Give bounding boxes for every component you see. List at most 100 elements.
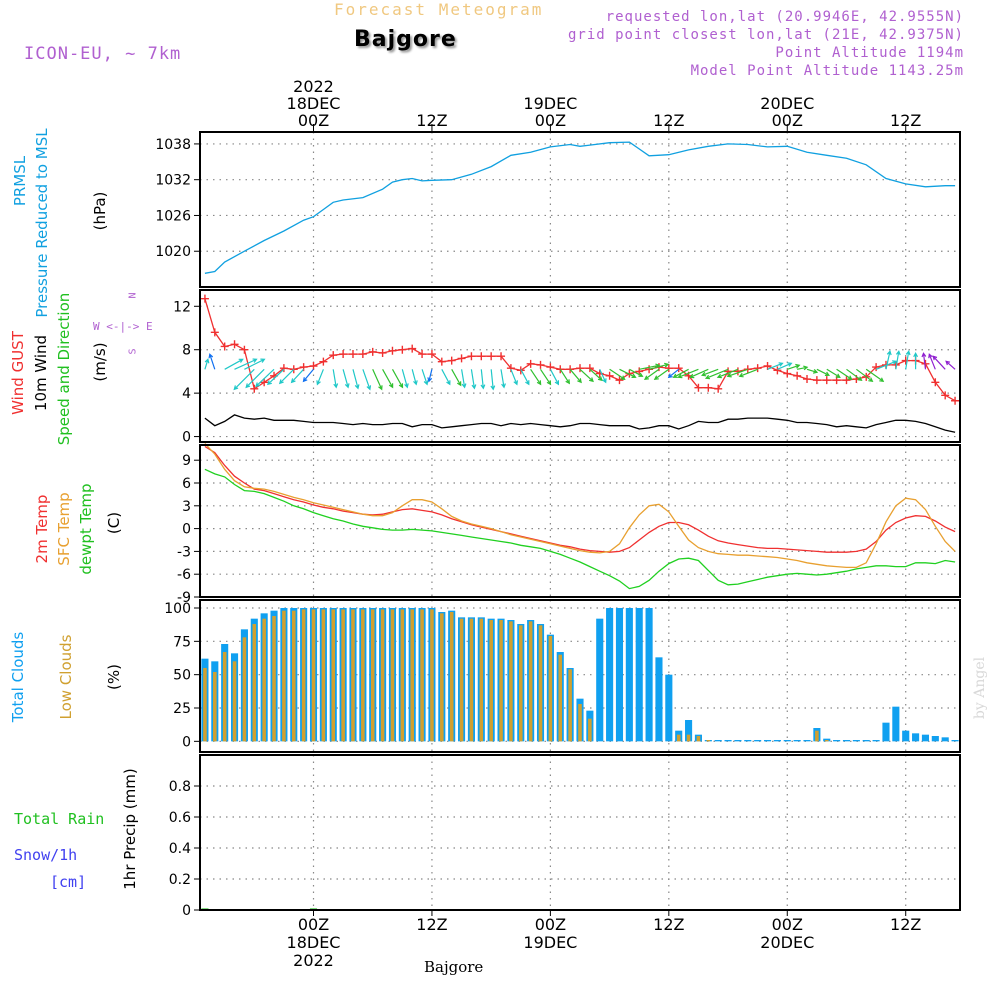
bar-3-1-27 bbox=[469, 618, 474, 742]
wind-arrow-66 bbox=[856, 368, 874, 383]
wind-arrow-69 bbox=[885, 350, 892, 370]
series-2-2 bbox=[204, 468, 956, 590]
top-tick-label-2: 00Z bbox=[535, 111, 566, 130]
gust-marker-20 bbox=[398, 345, 407, 354]
wind-arrow-32 bbox=[520, 369, 530, 386]
ytick-label-4-0: 0 bbox=[182, 903, 191, 919]
wind-arrow-58 bbox=[777, 362, 793, 370]
wind-arrow-0 bbox=[204, 358, 210, 370]
bar-3-1-5 bbox=[252, 624, 257, 742]
wind-arrow-27 bbox=[470, 369, 477, 390]
ytick-label-3-1: 25 bbox=[173, 701, 191, 717]
wind-arrow-72 bbox=[913, 352, 919, 370]
wind-arrow-64 bbox=[836, 368, 853, 381]
wind-arrow-13 bbox=[332, 369, 339, 389]
bar-3-0-67 bbox=[862, 740, 870, 742]
bar-3-1-30 bbox=[499, 620, 503, 742]
gust-marker-8 bbox=[279, 364, 288, 373]
ytick-label-3-0: 0 bbox=[182, 734, 191, 750]
bar-3-1-3 bbox=[232, 661, 237, 742]
bar-3-1-7 bbox=[272, 616, 276, 742]
panel-frame-1 bbox=[199, 289, 961, 443]
bottom-tick-label-0: 00Z bbox=[298, 915, 329, 934]
model-point-altitude: Model Point Altitude 1143.25m bbox=[690, 63, 964, 79]
bar-3-1-28 bbox=[479, 618, 484, 742]
bar-3-0-49 bbox=[685, 720, 693, 742]
wind-arrow-63 bbox=[826, 368, 841, 378]
gust-marker-18 bbox=[378, 348, 387, 357]
gust-marker-56 bbox=[753, 364, 762, 373]
bar-3-0-58 bbox=[773, 740, 781, 742]
bar-3-1-13 bbox=[331, 609, 336, 742]
bar-3-0-69 bbox=[882, 722, 890, 742]
wind-arrow-55 bbox=[726, 368, 748, 378]
bar-3-1-14 bbox=[341, 609, 345, 742]
bar-3-0-71 bbox=[902, 730, 910, 742]
gust-marker-33 bbox=[526, 359, 535, 368]
gust-marker-30 bbox=[497, 352, 506, 361]
gust-marker-2 bbox=[220, 342, 229, 351]
bar-3-0-40 bbox=[596, 618, 604, 742]
ytick-label-4-1: 0.2 bbox=[169, 872, 191, 888]
bar-3-1-38 bbox=[578, 704, 582, 742]
bar-3-1-26 bbox=[459, 618, 464, 742]
top-tick-label-4: 00Z bbox=[772, 111, 803, 130]
bar-3-1-29 bbox=[489, 620, 493, 742]
bar-3-0-46 bbox=[655, 657, 663, 742]
ytick-label-3-3: 75 bbox=[173, 634, 191, 650]
footer-station: Bajgore bbox=[424, 958, 484, 976]
gust-marker-19 bbox=[388, 346, 397, 355]
wind-arrow-8 bbox=[267, 368, 285, 386]
ytick-label-4-2: 0.4 bbox=[169, 841, 191, 857]
gust-marker-16 bbox=[358, 350, 367, 359]
gust-marker-15 bbox=[348, 350, 357, 359]
bottom-tick-label-4: 00Z bbox=[772, 915, 803, 934]
wind-arrow-40 bbox=[599, 369, 607, 384]
wind-arrow-71 bbox=[905, 350, 911, 370]
wind-arrow-46 bbox=[643, 368, 660, 381]
ytick-label-1-3: 12 bbox=[173, 299, 191, 315]
bar-3-0-47 bbox=[665, 674, 673, 742]
bar-3-0-64 bbox=[833, 740, 841, 742]
gust-marker-21 bbox=[408, 344, 417, 353]
wind-arrow-56 bbox=[738, 368, 758, 378]
bar-3-0-61 bbox=[803, 740, 811, 742]
gust-marker-55 bbox=[743, 365, 752, 374]
panel-1: 0 4 8 12 bbox=[173, 289, 961, 446]
model-name: ICON-EU, ~ 7km bbox=[24, 44, 182, 64]
gust-marker-58 bbox=[773, 366, 782, 375]
bar-3-1-19 bbox=[390, 609, 395, 742]
wind-arrow-60 bbox=[796, 365, 809, 371]
wind-arrow-17 bbox=[372, 369, 383, 391]
wind-arrow-65 bbox=[846, 368, 863, 382]
bar-3-0-55 bbox=[744, 740, 752, 742]
bar-3-1-50 bbox=[696, 736, 701, 742]
wind-arrow-16 bbox=[362, 369, 372, 391]
bar-3-0-74 bbox=[931, 736, 939, 742]
gust-marker-41 bbox=[605, 371, 614, 380]
gust-marker-24 bbox=[437, 357, 446, 366]
bar-3-1-24 bbox=[440, 613, 444, 742]
gust-marker-14 bbox=[339, 350, 348, 359]
bar-3-1-0 bbox=[203, 668, 207, 742]
panel-frame-4 bbox=[199, 754, 961, 911]
bar-3-1-33 bbox=[528, 621, 533, 742]
wind-arrow-73 bbox=[921, 352, 927, 370]
gust-marker-17 bbox=[368, 347, 377, 356]
gust-marker-76 bbox=[951, 396, 960, 405]
bar-3-1-62 bbox=[815, 730, 819, 742]
requested-lonlat: requested lon,lat (20.9946E, 42.9555N) bbox=[605, 9, 964, 25]
series-0-0 bbox=[204, 141, 956, 274]
gust-marker-75 bbox=[941, 391, 950, 400]
bar-3-1-36 bbox=[558, 654, 563, 742]
bar-3-1-35 bbox=[548, 636, 553, 742]
bar-3-0-57 bbox=[763, 740, 772, 742]
panel-frame-3 bbox=[199, 599, 961, 753]
wind-arrow-49 bbox=[672, 368, 689, 378]
gust-marker-11 bbox=[309, 362, 318, 370]
wind-arrow-37 bbox=[569, 368, 582, 384]
bar-3-1-48 bbox=[676, 734, 681, 742]
bar-3-1-20 bbox=[400, 609, 405, 742]
ytick-label-3-2: 50 bbox=[173, 668, 191, 684]
